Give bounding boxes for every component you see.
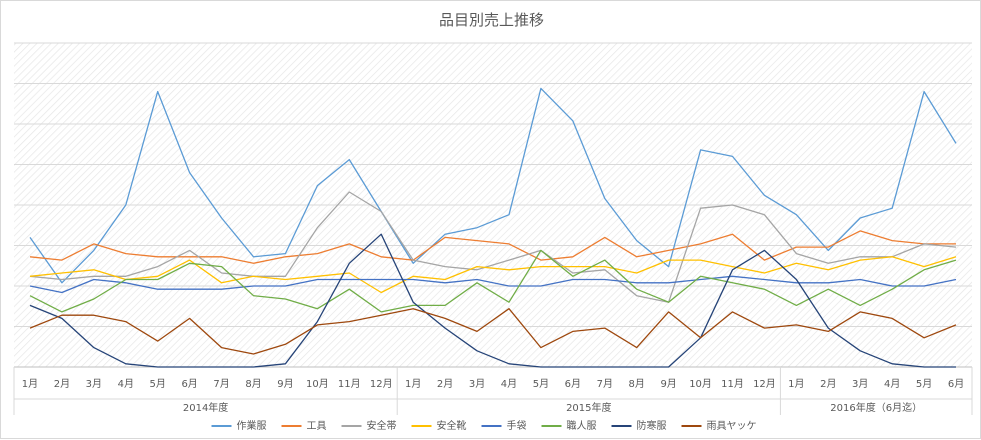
x-tick-label: 10月 bbox=[689, 378, 712, 390]
x-tick-label: 6月 bbox=[948, 378, 964, 390]
x-group-label: 2015年度 bbox=[566, 401, 611, 414]
x-tick-label: 2月 bbox=[437, 378, 453, 390]
x-tick-label: 3月 bbox=[469, 378, 485, 390]
x-tick-label: 1月 bbox=[22, 378, 38, 390]
x-tick-label: 10月 bbox=[306, 378, 329, 390]
legend-label: 防寒服 bbox=[637, 419, 667, 432]
x-tick-label: 8月 bbox=[629, 378, 645, 390]
legend-label: 作業服 bbox=[237, 419, 267, 432]
x-tick-label: 8月 bbox=[245, 378, 261, 390]
x-tick-label: 4月 bbox=[884, 378, 900, 390]
x-tick-label: 1月 bbox=[788, 378, 804, 390]
series-line bbox=[29, 233, 956, 368]
series-line bbox=[29, 87, 957, 284]
x-tick-label: 5月 bbox=[150, 378, 166, 390]
x-tick-label: 9月 bbox=[277, 378, 293, 390]
x-tick-label: 2月 bbox=[820, 378, 836, 390]
x-tick-label: 1月 bbox=[405, 378, 421, 390]
series-line bbox=[29, 191, 957, 303]
legend-label: 雨具ヤッケ bbox=[707, 420, 757, 432]
legend-label: 手袋 bbox=[507, 419, 527, 432]
x-tick-label: 9月 bbox=[660, 378, 676, 390]
x-tick-label: 6月 bbox=[181, 378, 197, 390]
series-line bbox=[29, 230, 956, 264]
legend-label: 工具 bbox=[307, 420, 327, 432]
x-group-label: 2014年度 bbox=[183, 401, 228, 414]
x-tick-label: 3月 bbox=[86, 378, 102, 390]
chart-title: 品目別売上推移 bbox=[438, 11, 544, 29]
x-tick-label: 2月 bbox=[54, 378, 70, 390]
x-tick-label: 4月 bbox=[501, 378, 517, 390]
x-tick-label: 3月 bbox=[852, 378, 868, 390]
legend-label: 安全帯 bbox=[367, 419, 397, 432]
legend-label: 職人服 bbox=[567, 420, 597, 432]
x-tick-label: 7月 bbox=[597, 378, 613, 390]
legend-label: 安全靴 bbox=[437, 419, 467, 432]
x-tick-label: 5月 bbox=[533, 378, 549, 390]
x-tick-label: 4月 bbox=[118, 378, 134, 390]
x-tick-label: 11月 bbox=[338, 378, 361, 390]
x-tick-label: 7月 bbox=[213, 378, 229, 390]
x-tick-label: 5月 bbox=[916, 378, 932, 390]
x-tick-label: 12月 bbox=[370, 378, 393, 390]
series-line bbox=[29, 275, 957, 294]
x-tick-label: 6月 bbox=[565, 378, 581, 390]
series-line bbox=[29, 249, 957, 313]
x-group-label: 2016年度（6月迄） bbox=[830, 401, 922, 414]
series-line bbox=[29, 308, 957, 355]
x-tick-label: 11月 bbox=[721, 378, 744, 390]
x-tick-label: 12月 bbox=[753, 378, 776, 390]
series-line bbox=[29, 256, 957, 294]
